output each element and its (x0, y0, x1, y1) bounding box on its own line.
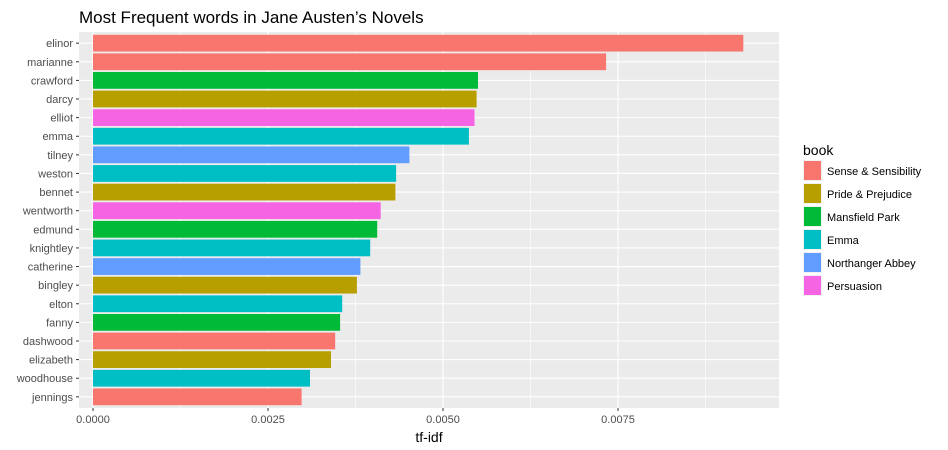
legend-key-swatch (804, 230, 821, 249)
y-tick-label: tilney (47, 150, 73, 162)
y-tick-label: darcy (46, 94, 73, 106)
legend-key-swatch (804, 276, 821, 295)
y-tick-label: weston (37, 168, 73, 180)
y-tick-label: fanny (46, 317, 73, 329)
y-tick-label: elizabeth (29, 355, 73, 367)
bar-elton (93, 295, 343, 313)
bar-emma (93, 127, 469, 145)
bar-weston (93, 165, 397, 182)
y-tick-label: elton (49, 299, 73, 311)
bar-wentworth (93, 202, 381, 220)
x-axis-title: tf-idf (415, 429, 442, 445)
bar-dashwood (93, 332, 336, 350)
bar-tilney (93, 146, 410, 164)
y-tick-label: jennings (31, 392, 73, 404)
y-tick-label: crawford (31, 75, 73, 87)
legend-label: Sense & Sensibility (827, 166, 922, 178)
y-tick-label: wentworth (22, 206, 73, 218)
bar-catherine (93, 258, 361, 275)
x-tick-label: 0.0050 (426, 414, 460, 426)
y-tick-label: bingley (38, 280, 73, 292)
x-tick-label: 0.0000 (76, 414, 110, 426)
chart-title: Most Frequent words in Jane Austen’s Nov… (79, 8, 424, 27)
y-tick-label: catherine (28, 262, 73, 274)
legend-label: Persuasion (827, 281, 882, 293)
legend-label: Emma (827, 235, 860, 247)
bar-elizabeth (93, 351, 331, 368)
y-axis: elinor marianne crawford darcy elliot emma til… (16, 38, 79, 404)
bar-darcy (93, 90, 477, 108)
bar-elliot (93, 109, 475, 126)
bar-jennings (93, 388, 302, 406)
legend-label: Northanger Abbey (827, 258, 916, 270)
y-tick-label: emma (42, 131, 73, 143)
bar-fanny (93, 314, 341, 331)
legend: book Sense & Sensibility Pride & Prejudic… (803, 142, 922, 296)
y-tick-label: dashwood (23, 336, 73, 348)
y-tick-label: marianne (27, 57, 73, 69)
y-tick-label: knightley (30, 243, 74, 255)
bar-bennet (93, 183, 396, 201)
x-tick-label: 0.0025 (251, 414, 285, 426)
legend-key-swatch (804, 184, 821, 203)
bar-crawford (93, 72, 478, 89)
bar-woodhouse (93, 369, 310, 387)
legend-key-swatch (804, 207, 821, 226)
bars-group (93, 34, 744, 406)
y-tick-label: edmund (33, 224, 73, 236)
y-tick-label: bennet (39, 187, 73, 199)
y-tick-label: woodhouse (16, 373, 73, 385)
x-axis: 0.0000 0.0025 0.0050 0.0075 (76, 408, 635, 426)
x-tick-label: 0.0075 (601, 414, 635, 426)
bar-marianne (93, 53, 607, 71)
legend-key-swatch (804, 253, 821, 272)
bar-bingley (93, 276, 357, 294)
legend-key-swatch (804, 161, 821, 180)
bar-elinor (93, 34, 744, 52)
y-tick-label: elinor (46, 38, 73, 50)
bar-knightley (93, 239, 371, 257)
legend-title: book (803, 142, 834, 158)
bar-edmund (93, 220, 378, 238)
legend-label: Pride & Prejudice (827, 189, 912, 201)
legend-label: Mansfield Park (827, 212, 900, 224)
y-tick-label: elliot (50, 113, 73, 125)
